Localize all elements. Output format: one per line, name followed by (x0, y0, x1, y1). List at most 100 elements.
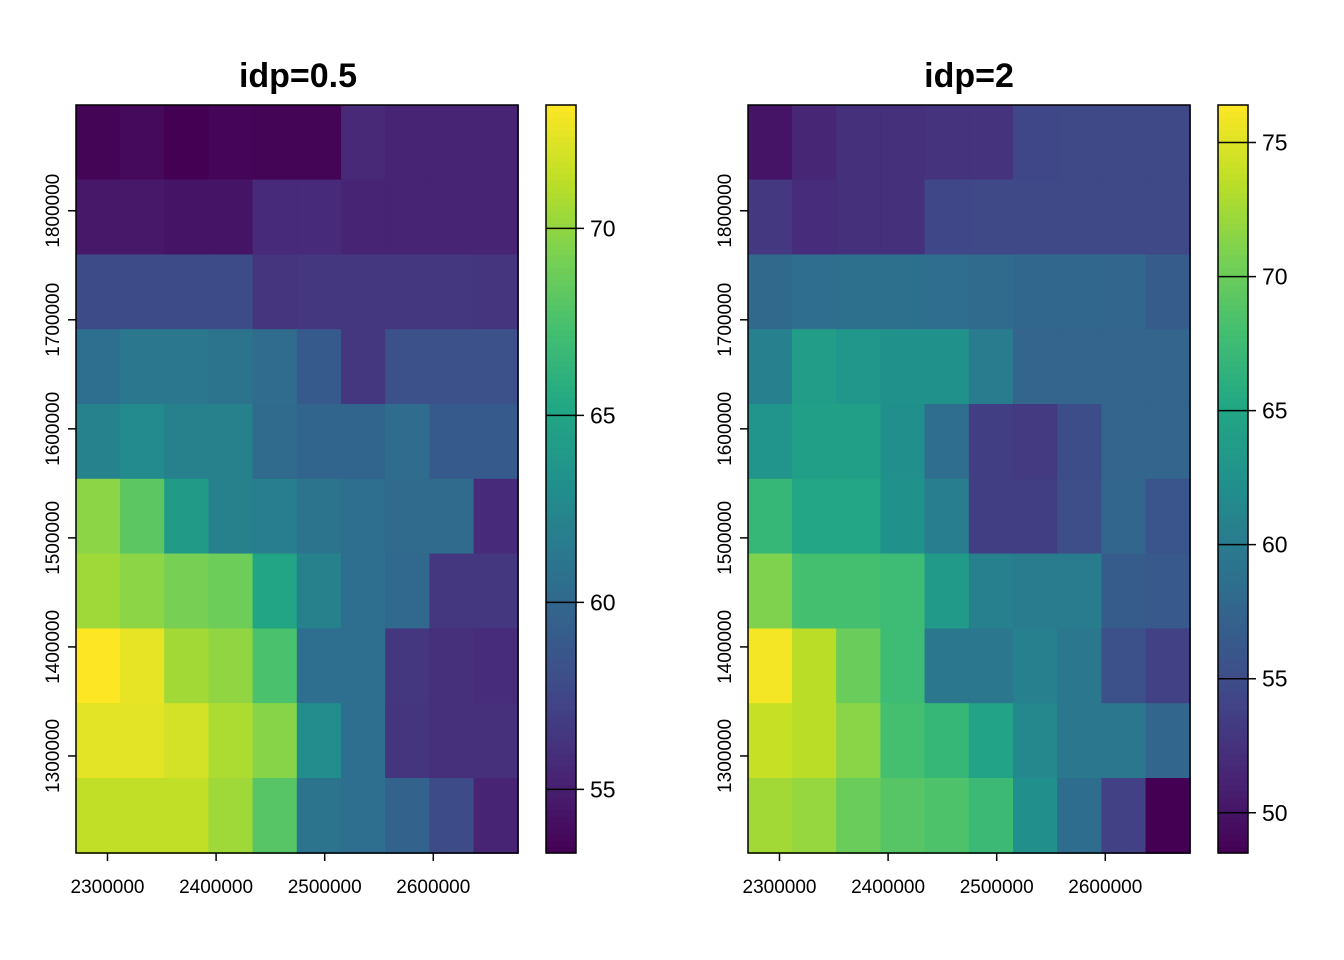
colorbar-segment (546, 304, 576, 312)
colorbar-segment (546, 803, 576, 810)
colorbar-segment (1218, 566, 1248, 574)
colorbar-segment (546, 566, 576, 574)
heatmap-cell (252, 179, 298, 256)
heatmap-cell (792, 104, 838, 181)
colorbar-segment (546, 528, 576, 536)
colorbar-tick-label: 55 (1262, 666, 1288, 692)
colorbar-segment (546, 715, 576, 723)
heatmap-cell (968, 404, 1014, 480)
colorbar-segment (1218, 722, 1248, 729)
colorbar-segment (1218, 653, 1248, 661)
heatmap-cell (1101, 179, 1147, 256)
colorbar-segment (546, 616, 576, 623)
heatmap-cell (119, 778, 166, 854)
colorbar-segment (546, 148, 576, 156)
colorbar-segment (1218, 834, 1248, 842)
heatmap-cell (208, 254, 254, 331)
panel-title: idp=0.5 (239, 57, 357, 95)
y-tick-label: 1400000 (715, 610, 736, 684)
heatmap-cell (385, 329, 431, 405)
colorbar-segment (1218, 485, 1248, 493)
heatmap-cell (924, 329, 970, 405)
colorbar-segment (1218, 603, 1248, 611)
heatmap-cell (968, 329, 1014, 405)
colorbar-segment (1218, 279, 1248, 287)
heatmap-cell (341, 104, 387, 181)
colorbar-segment (546, 285, 576, 293)
colorbar-segment (1218, 784, 1248, 792)
heatmap-cell (1101, 628, 1147, 705)
colorbar-segment (546, 210, 576, 218)
heatmap-cell (880, 628, 926, 705)
heatmap-cell (1101, 703, 1147, 780)
colorbar-segment (1218, 659, 1248, 667)
heatmap-cell (473, 703, 519, 780)
panel-title: idp=2 (924, 57, 1014, 95)
heatmap-cell (880, 254, 926, 331)
x-axis: 2300000 2400000 2500000 2600000 (743, 853, 1142, 898)
heatmap-cell (792, 703, 838, 780)
colorbar-segment (1218, 454, 1248, 461)
heatmap-cell (341, 179, 387, 256)
colorbar-segment (546, 541, 576, 549)
colorbar-segment (546, 560, 576, 567)
colorbar-segment (1218, 129, 1248, 137)
heatmap-cell (296, 703, 342, 780)
colorbar-segment (1218, 641, 1248, 648)
heatmap-cell (296, 179, 342, 256)
panel-idp-2: idp=2 2300000 2400000 2500000 2600000 13000… (715, 57, 1288, 898)
heatmap-cell (252, 553, 298, 630)
colorbar-segment (1218, 497, 1248, 505)
heatmap-cell (924, 179, 970, 256)
colorbar-segment (546, 435, 576, 443)
colorbar-segment (546, 765, 576, 773)
colorbar-segment (1218, 778, 1248, 786)
heatmap-cell (1057, 404, 1103, 480)
heatmap-cell (1145, 104, 1191, 181)
colorbar-segment (546, 142, 576, 150)
colorbar-segment (1218, 578, 1248, 586)
heatmap-cell (164, 703, 210, 780)
colorbar-segment (1218, 429, 1248, 436)
colorbar-segment (546, 472, 576, 480)
colorbar-segment (1218, 267, 1248, 274)
heatmap-cell (119, 404, 166, 480)
heatmap-cell (385, 104, 431, 181)
heatmap-cell (968, 478, 1014, 555)
colorbar-segment (546, 771, 576, 779)
colorbar-segment (1218, 522, 1248, 530)
colorbar-segment (1218, 703, 1248, 711)
heatmap-cell (385, 553, 431, 630)
heatmap-cell (164, 628, 210, 705)
colorbar-segment (1218, 229, 1248, 237)
colorbar-segment (1218, 609, 1248, 617)
heatmap-cell (429, 404, 475, 480)
colorbar-segment (546, 578, 576, 586)
colorbar-segment (1218, 435, 1248, 443)
heatmap-cell (296, 553, 342, 630)
colorbar-segment (1218, 404, 1248, 412)
colorbar-segment (1218, 771, 1248, 779)
colorbar-segment (546, 703, 576, 711)
colorbar-segment (546, 672, 576, 680)
colorbar-segment (546, 422, 576, 430)
colorbar-segment (546, 840, 576, 848)
heatmap-cell (429, 254, 475, 331)
colorbar-segment (1218, 117, 1248, 125)
colorbar-segment (546, 410, 576, 418)
heatmap-cell (1145, 553, 1191, 630)
heatmap-cell (252, 329, 298, 405)
heatmap-cell (385, 254, 431, 331)
colorbar-segment (546, 547, 576, 555)
colorbar-segment (1218, 329, 1248, 337)
x-axis: 2300000 2400000 2500000 2600000 (71, 853, 470, 898)
colorbar-segment (1218, 136, 1248, 143)
colorbar-segment (1218, 460, 1248, 468)
heatmap-cell (1101, 778, 1147, 854)
colorbar-segment (546, 154, 576, 162)
heatmap-cell (792, 553, 838, 630)
heatmap-cell (164, 104, 210, 181)
heatmap-cell (792, 478, 838, 555)
colorbar-segment (1218, 510, 1248, 517)
heatmap-cell (836, 703, 882, 780)
